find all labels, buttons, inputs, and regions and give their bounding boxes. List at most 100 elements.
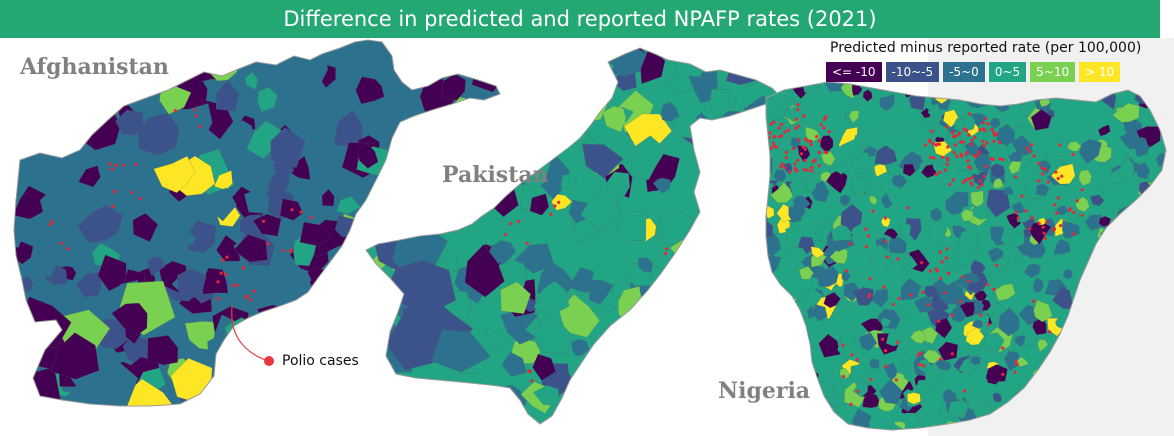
- nigeria-district: [970, 260, 986, 276]
- afghanistan-polio-case-dot: [289, 249, 293, 253]
- nigeria-district: [994, 283, 1016, 302]
- afghanistan-polio-case-dot: [108, 162, 112, 166]
- nigeria-polio-case-dot: [794, 169, 799, 173]
- nigeria-polio-case-dot: [849, 242, 853, 246]
- pakistan-district: [577, 369, 612, 404]
- pakistan-district: [366, 215, 388, 244]
- nigeria-district: [906, 218, 922, 242]
- pakistan-polio-case-dot: [665, 247, 669, 251]
- nigeria-polio-case-dot: [986, 283, 990, 287]
- nigeria-polio-case-dot: [937, 319, 941, 323]
- nigeria-polio-case-dot: [931, 142, 936, 146]
- pakistan-district: [419, 380, 435, 394]
- nigeria-polio-case-dot: [1024, 209, 1028, 213]
- nigeria-district: [1154, 395, 1165, 409]
- afghanistan-polio-case-dot: [193, 108, 197, 112]
- nigeria-district: [1090, 194, 1105, 207]
- nigeria-polio-case-dot: [769, 122, 773, 126]
- afghanistan-district: [137, 112, 180, 156]
- afghanistan-district: [75, 271, 102, 298]
- afghanistan-district: [487, 105, 500, 141]
- nigeria-district: [831, 283, 843, 295]
- nigeria-district: [887, 423, 904, 430]
- nigeria-polio-case-dot: [946, 158, 950, 162]
- nigeria-polio-case-dot: [1058, 143, 1062, 147]
- nigeria-district: [1134, 138, 1150, 158]
- nigeria-district: [1035, 183, 1050, 197]
- afghanistan-district: [187, 53, 204, 69]
- pakistan-district: [619, 340, 642, 363]
- nigeria-district: [869, 195, 877, 205]
- nigeria-polio-case-dot: [916, 353, 920, 357]
- pakistan-district: [584, 56, 615, 83]
- nigeria-district: [903, 367, 917, 385]
- afghanistan-polio-case-dot: [114, 163, 118, 167]
- nigeria-polio-case-dot: [1014, 210, 1018, 215]
- pakistan-district: [630, 135, 667, 181]
- nigeria-polio-case-dot: [796, 103, 800, 107]
- nigeria-district: [1107, 329, 1124, 344]
- afghanistan-polio-case-dot: [59, 241, 63, 245]
- nigeria-polio-case-dot: [926, 303, 930, 307]
- nigeria-polio-case-dot: [1053, 203, 1057, 207]
- nigeria-polio-case-dot: [1043, 167, 1047, 172]
- nigeria-polio-case-dot: [937, 142, 942, 146]
- nigeria-polio-case-dot: [813, 158, 817, 162]
- pakistan-district: [509, 67, 538, 109]
- nigeria-polio-case-dot: [779, 122, 784, 126]
- pakistan-district: [680, 393, 703, 422]
- nigeria-district: [1056, 205, 1068, 215]
- afghanistan-district: [298, 368, 335, 406]
- nigeria-district: [773, 169, 787, 182]
- nigeria-district: [1154, 269, 1166, 283]
- nigeria-polio-case-dot: [1054, 170, 1058, 174]
- nigeria-district: [1066, 344, 1080, 359]
- nigeria-polio-case-dot: [909, 293, 913, 297]
- nigeria-polio-case-dot: [967, 164, 971, 168]
- afghanistan-district: [308, 321, 337, 344]
- nigeria-district: [766, 214, 769, 227]
- nigeria-polio-case-dot: [819, 123, 823, 127]
- afghanistan-district: [257, 87, 278, 113]
- afghanistan-district: [220, 374, 252, 406]
- pakistan-district: [430, 329, 491, 373]
- afghanistan-district: [333, 265, 355, 283]
- nigeria-polio-case-dot: [970, 138, 974, 142]
- nigeria-district: [1003, 186, 1014, 196]
- afghanistan-district: [232, 234, 268, 263]
- pakistan-district: [685, 407, 721, 424]
- afghanistan-district: [448, 130, 467, 152]
- afghanistan-polio-case-dot: [266, 242, 270, 246]
- pakistan-district: [593, 81, 615, 99]
- nigeria-district: [1130, 241, 1139, 254]
- afghanistan-district: [21, 135, 40, 152]
- nigeria-polio-case-dot: [928, 140, 933, 144]
- nigeria-polio-case-dot: [995, 132, 999, 136]
- nigeria-polio-case-dot: [784, 156, 788, 160]
- nigeria-polio-case-dot: [769, 146, 774, 150]
- nigeria-polio-case-dot: [1037, 221, 1041, 225]
- pakistan-district: [710, 216, 738, 238]
- nigeria-district: [766, 308, 794, 331]
- nigeria-polio-case-dot: [1075, 199, 1079, 203]
- afghanistan-polio-case-dot: [194, 114, 199, 118]
- nigeria-polio-case-dot: [817, 164, 821, 168]
- nigeria-polio-case-dot: [978, 179, 982, 183]
- nigeria-district: [1033, 300, 1053, 323]
- nigeria-polio-case-dot: [982, 174, 987, 178]
- afghanistan-district: [355, 76, 385, 105]
- nigeria-polio-case-dot: [783, 166, 787, 170]
- pakistan-district: [568, 126, 589, 145]
- afghanistan-district: [147, 256, 166, 277]
- pakistan-district: [551, 194, 573, 211]
- nigeria-polio-case-dot: [953, 135, 957, 139]
- nigeria-polio-case-dot: [1060, 174, 1064, 178]
- nigeria-polio-case-dot: [772, 135, 776, 139]
- nigeria-border: [765, 81, 1167, 431]
- afghanistan-district: [476, 48, 500, 85]
- nigeria-polio-case-dot: [969, 142, 974, 146]
- afghanistan-district: [23, 323, 46, 348]
- nigeria-polio-case-dot: [946, 271, 951, 276]
- afghanistan-polio-case-dot: [235, 283, 239, 287]
- nigeria-polio-case-dot: [945, 247, 949, 251]
